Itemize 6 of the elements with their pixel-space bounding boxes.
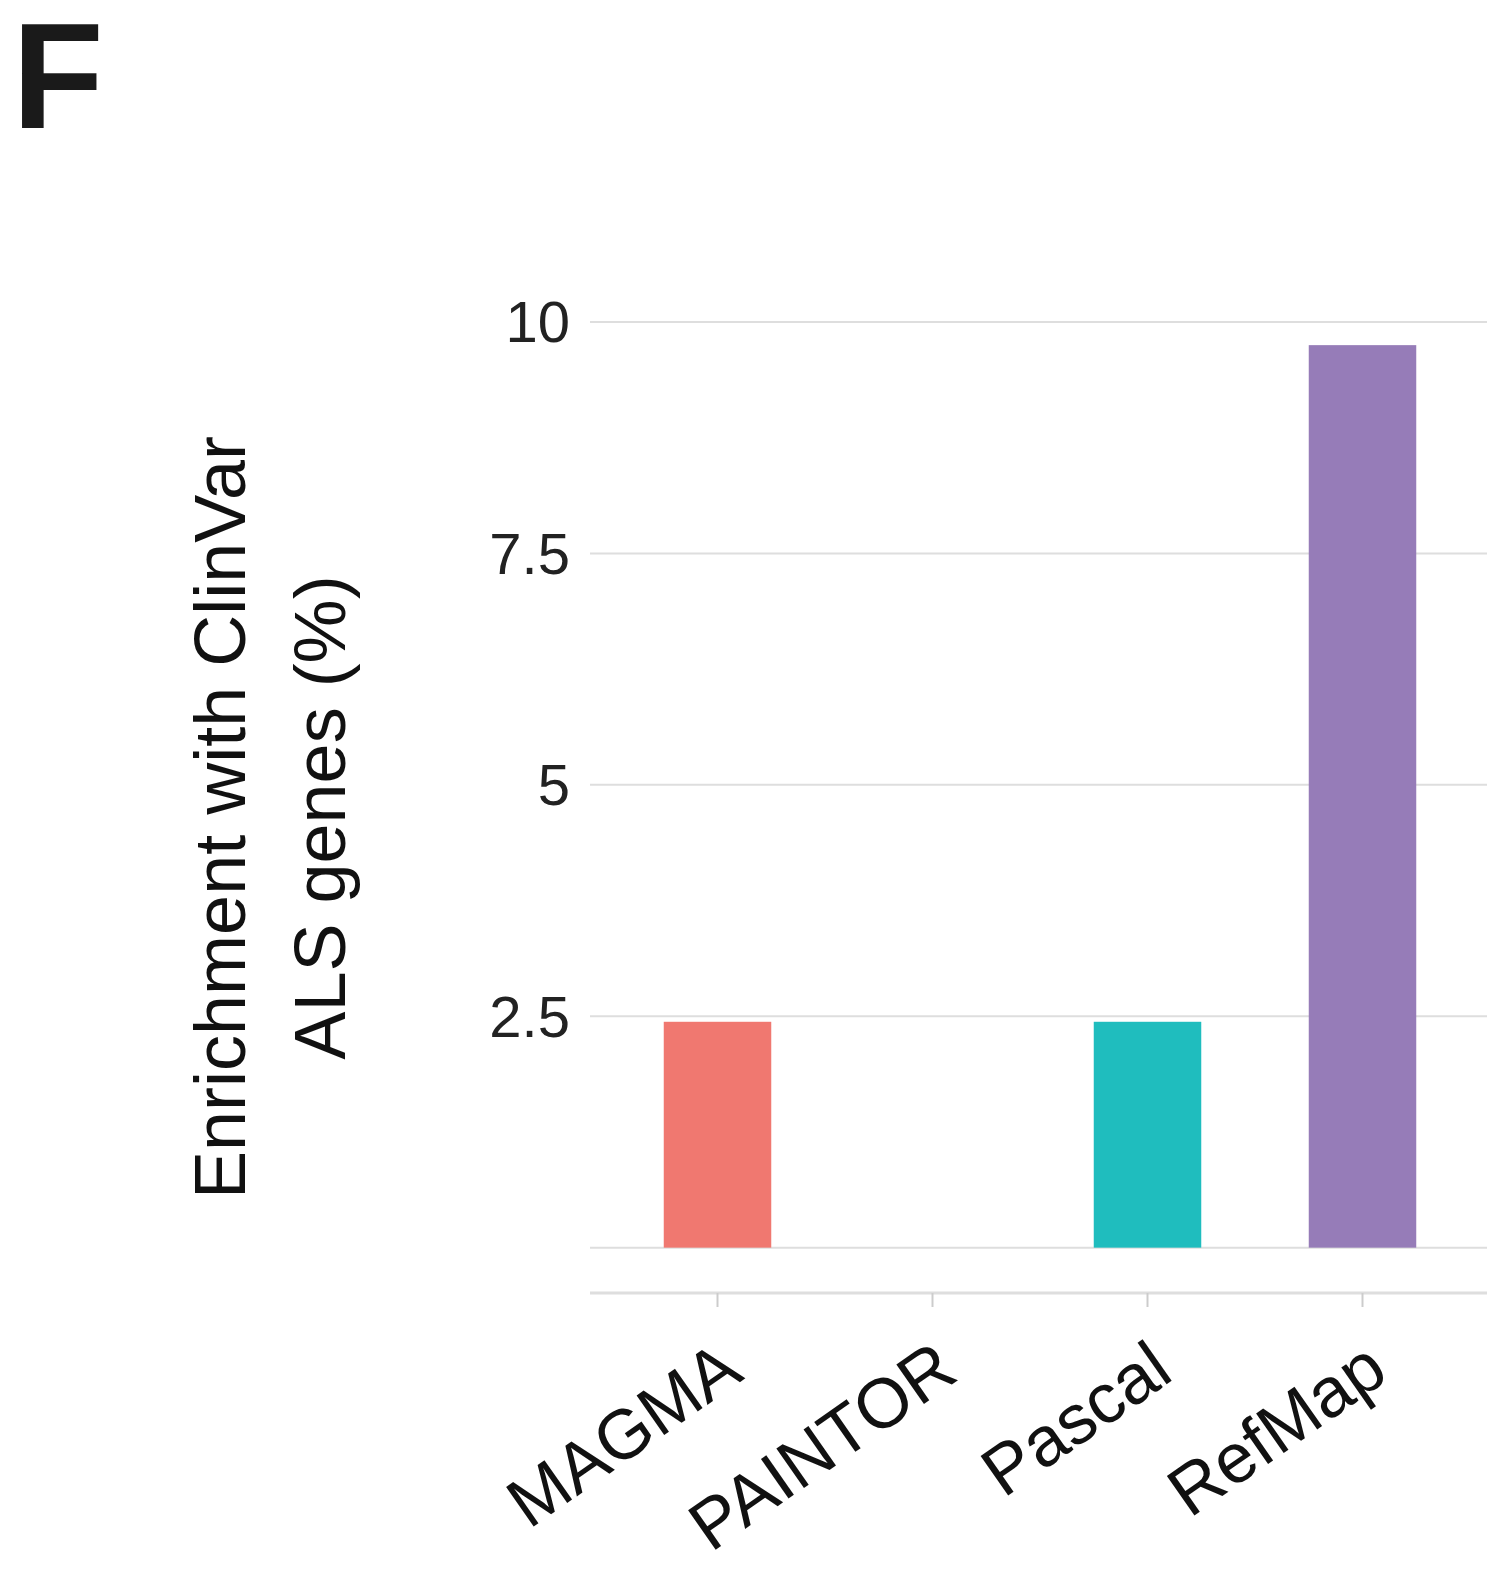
y-axis-title: Enrichment with ClinVar ALS genes (%) [180, 436, 360, 1199]
y-tick-label: 10 [505, 289, 570, 355]
y-tick-label: 2.5 [489, 983, 570, 1049]
text: F [12, 0, 104, 160]
y-tick-label: 5 [537, 752, 570, 818]
y-tick-label: 7.5 [489, 520, 570, 586]
